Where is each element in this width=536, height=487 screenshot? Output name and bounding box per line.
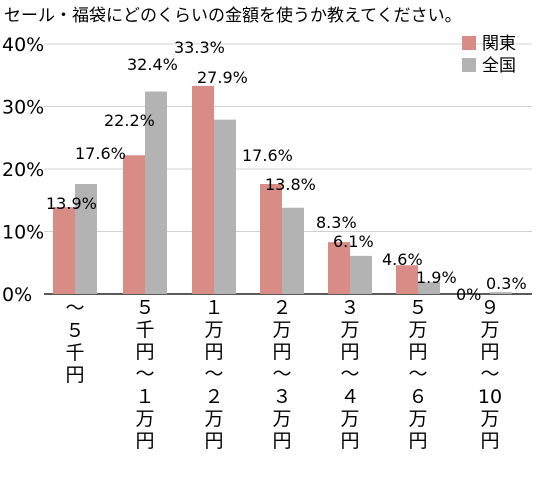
svg-text:万: 万 (340, 319, 359, 341)
svg-text:円: 円 (340, 341, 359, 363)
svg-text:～: ～ (408, 363, 427, 385)
bar-kanto (260, 184, 282, 294)
data-label-kanto: 17.6% (242, 146, 293, 165)
data-label-kanto: 13.9% (46, 194, 97, 213)
svg-text:万: 万 (340, 408, 359, 430)
svg-text:万: 万 (480, 319, 499, 341)
bar-zenkoku (214, 119, 236, 294)
category-label: ３万円～４万円 (340, 297, 359, 452)
data-label-kanto: 0% (456, 285, 481, 304)
legend-label: 全国 (482, 56, 516, 76)
bar-zenkoku (145, 91, 167, 294)
svg-text:２: ２ (204, 386, 223, 408)
data-label-zenkoku: 1.9% (416, 268, 457, 287)
svg-text:６: ６ (408, 386, 427, 408)
svg-text:３: ３ (340, 297, 359, 319)
svg-text:円: 円 (272, 341, 291, 363)
svg-text:円: 円 (480, 341, 499, 363)
svg-text:円: 円 (135, 341, 154, 363)
svg-text:２: ２ (272, 297, 291, 319)
data-label-kanto: 22.2% (104, 111, 155, 130)
y-tick-label: 30% (2, 97, 44, 119)
data-label-zenkoku: 13.8% (265, 175, 316, 194)
svg-text:４: ４ (340, 386, 359, 408)
svg-text:万: 万 (480, 408, 499, 430)
bar-zenkoku (490, 292, 512, 294)
bar-kanto (396, 265, 418, 294)
svg-text:～: ～ (65, 297, 84, 319)
data-label-zenkoku: 0.3% (486, 274, 527, 293)
chart-title: セール・福袋にどのくらいの金額を使うか教えてください。 (4, 5, 462, 26)
svg-text:～: ～ (480, 363, 499, 385)
y-tick-label: 0% (2, 284, 32, 306)
data-label-kanto: 4.6% (382, 250, 423, 269)
data-label-kanto: 8.3% (316, 213, 357, 232)
y-tick-label: 40% (2, 34, 44, 56)
svg-text:３: ３ (272, 386, 291, 408)
svg-text:万: 万 (204, 408, 223, 430)
data-label-zenkoku: 6.1% (333, 232, 374, 251)
bar-kanto (53, 207, 75, 294)
data-label-zenkoku: 27.9% (197, 68, 248, 87)
svg-text:万: 万 (272, 408, 291, 430)
svg-text:円: 円 (340, 430, 359, 452)
svg-text:５: ５ (65, 320, 84, 342)
svg-text:千: 千 (135, 319, 154, 341)
data-label-zenkoku: 17.6% (75, 144, 126, 163)
legend-swatch (462, 36, 476, 50)
svg-text:円: 円 (65, 364, 84, 386)
category-label: ２万円～３万円 (272, 297, 291, 452)
svg-text:10: 10 (478, 386, 502, 408)
svg-text:５: ５ (408, 297, 427, 319)
legend-label: 関東 (482, 34, 516, 54)
category-label: ５千円～１万円 (135, 297, 154, 452)
category-label: ５万円～６万円 (408, 297, 427, 452)
category-label: ～５千円 (65, 297, 84, 386)
svg-text:千: 千 (65, 342, 84, 364)
svg-text:１: １ (204, 297, 223, 319)
bar-kanto (123, 155, 145, 294)
svg-text:～: ～ (135, 363, 154, 385)
svg-text:～: ～ (204, 363, 223, 385)
x-axis-categories: ～５千円５千円～１万円１万円～２万円２万円～３万円３万円～４万円５万円～６万円９… (65, 297, 502, 452)
data-label-zenkoku: 32.4% (127, 55, 178, 74)
svg-text:５: ５ (135, 297, 154, 319)
y-tick-label: 20% (2, 159, 44, 181)
bar-zenkoku (282, 207, 304, 294)
legend-swatch (462, 58, 476, 72)
bars (53, 85, 512, 294)
svg-text:円: 円 (272, 430, 291, 452)
svg-text:円: 円 (204, 341, 223, 363)
bar-zenkoku (350, 255, 372, 294)
bar-zenkoku (418, 282, 440, 294)
svg-text:９: ９ (480, 297, 499, 319)
svg-text:～: ～ (340, 363, 359, 385)
svg-text:円: 円 (135, 430, 154, 452)
svg-text:～: ～ (272, 363, 291, 385)
bar-kanto (328, 242, 350, 294)
svg-text:万: 万 (408, 408, 427, 430)
svg-text:円: 円 (204, 430, 223, 452)
svg-text:万: 万 (135, 408, 154, 430)
svg-text:万: 万 (204, 319, 223, 341)
svg-text:万: 万 (408, 319, 427, 341)
y-axis-ticks: 0% 10% 20% 30% 40% (2, 34, 44, 306)
svg-text:円: 円 (408, 341, 427, 363)
bar-zenkoku (75, 184, 97, 294)
y-tick-label: 10% (2, 222, 44, 244)
data-label-kanto: 33.3% (174, 38, 225, 57)
svg-text:円: 円 (408, 430, 427, 452)
svg-text:円: 円 (480, 430, 499, 452)
category-label: １万円～２万円 (204, 297, 223, 452)
bar-kanto (192, 85, 214, 294)
data-labels: 13.9% 17.6% 22.2% 32.4%33.3% 27.9% 17.6% 13.8%… (46, 38, 527, 304)
svg-text:１: １ (135, 386, 154, 408)
svg-text:万: 万 (272, 319, 291, 341)
